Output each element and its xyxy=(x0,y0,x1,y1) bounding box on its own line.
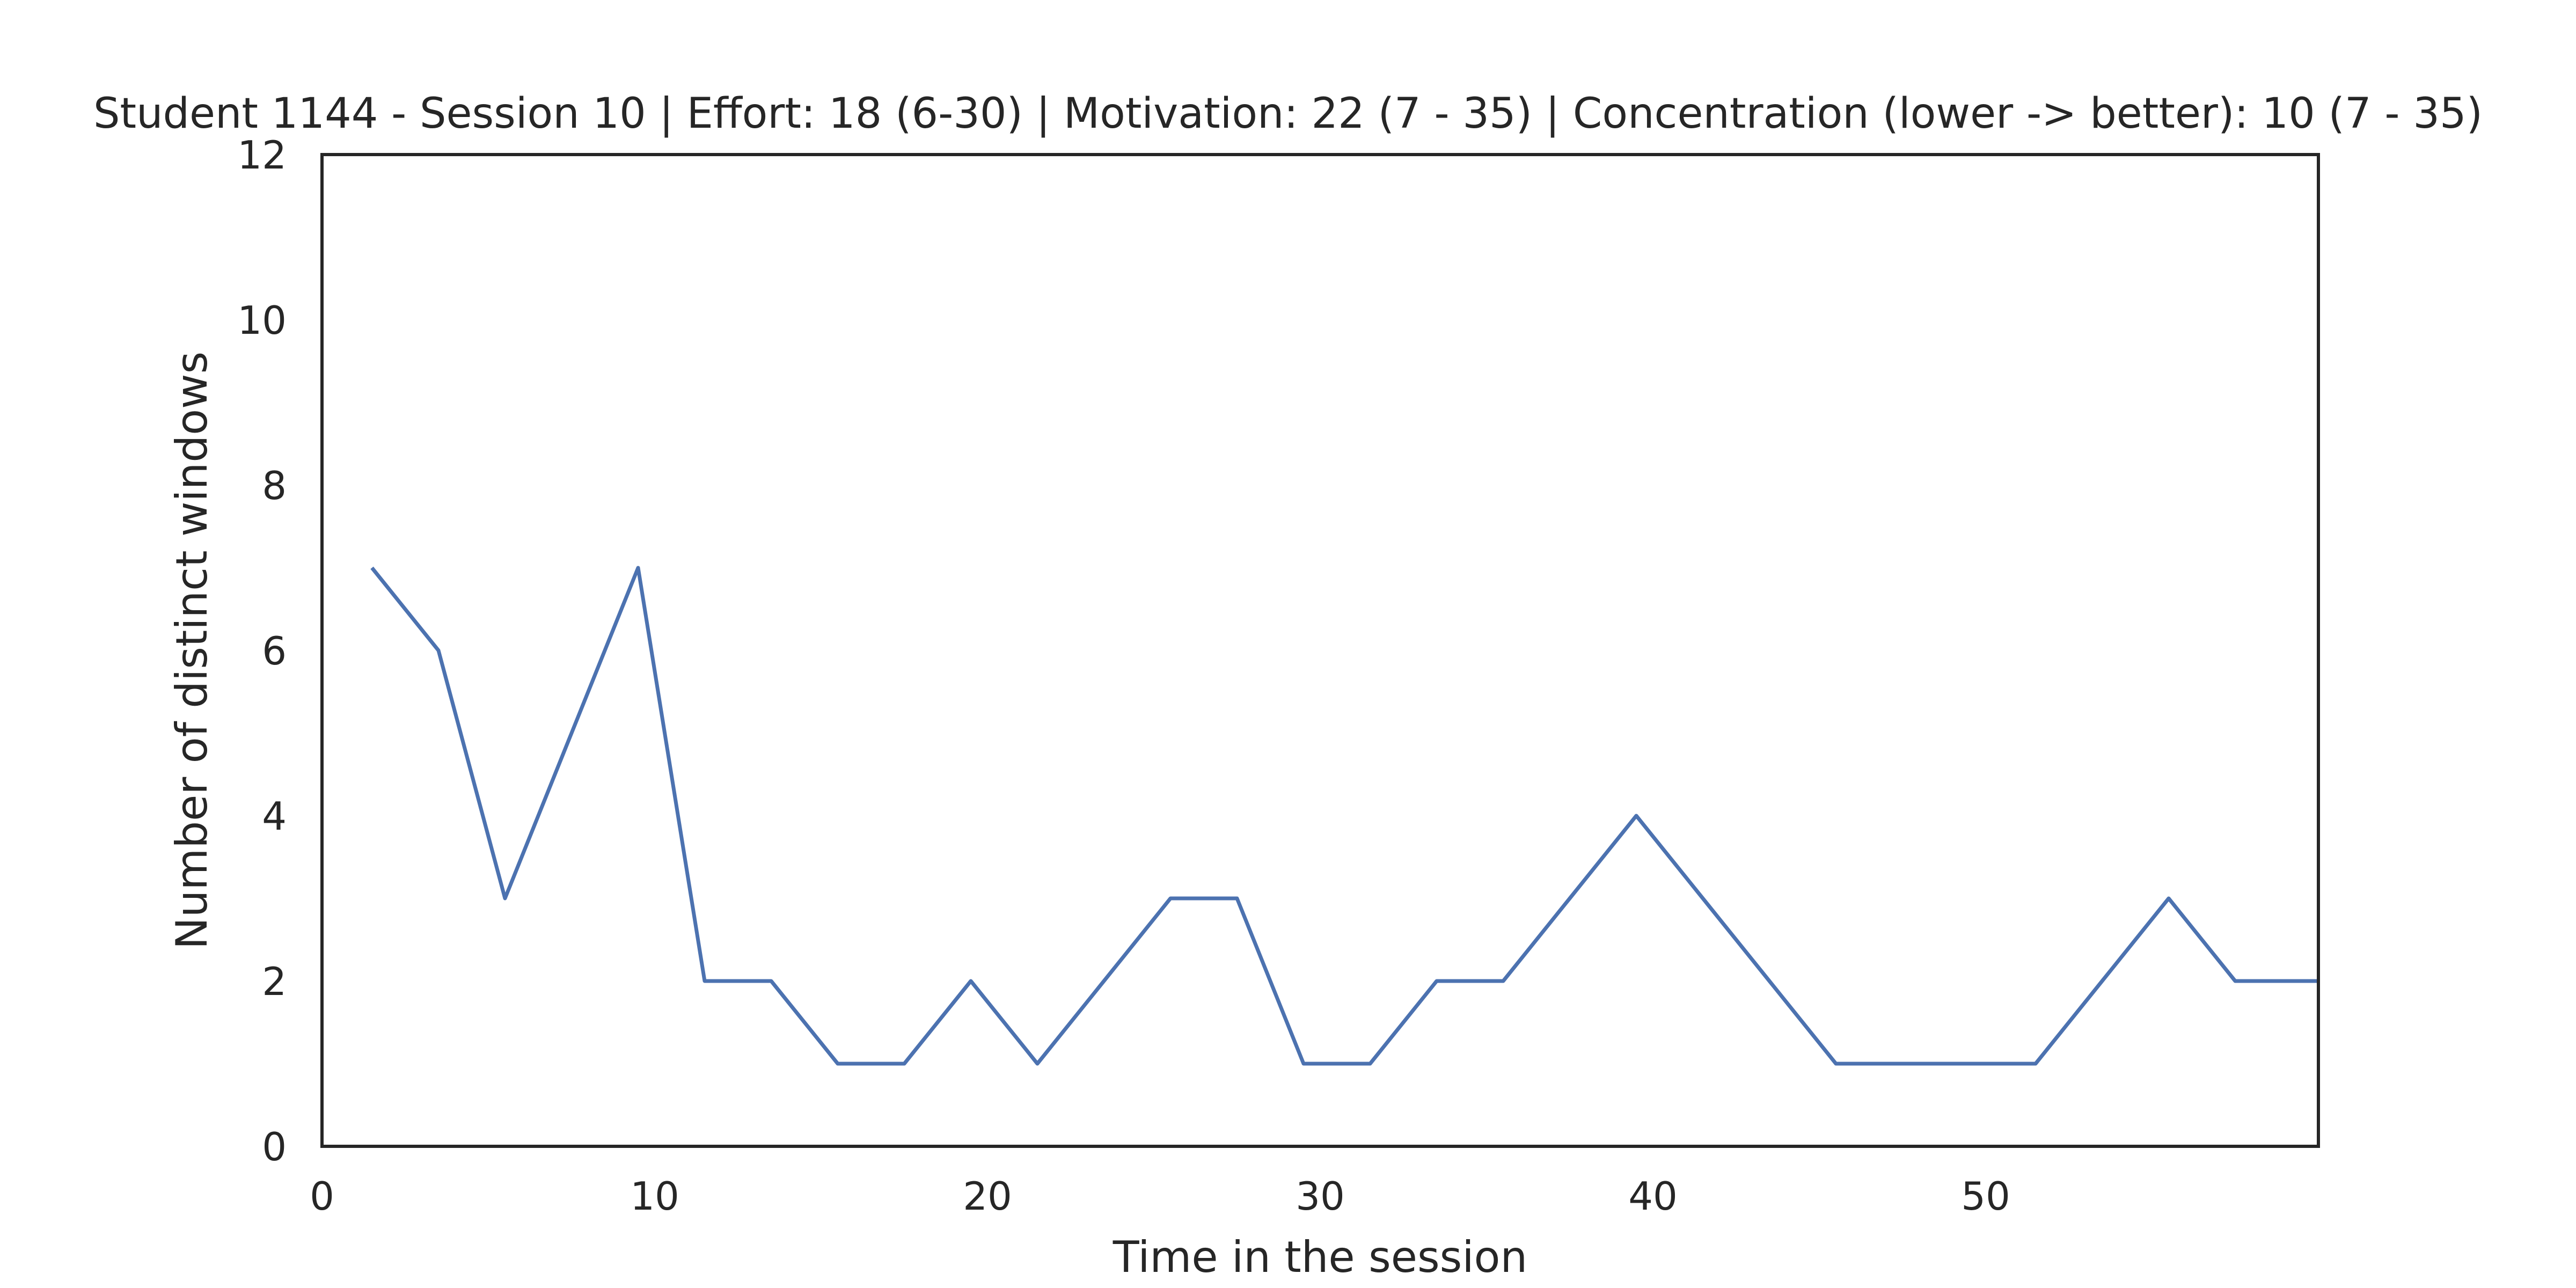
x-tick-label: 30 xyxy=(1296,1174,1345,1219)
y-tick-label: 12 xyxy=(237,133,287,178)
x-tick-label: 50 xyxy=(1961,1174,2010,1219)
y-tick-label: 8 xyxy=(262,463,287,508)
y-tick-label: 0 xyxy=(262,1124,287,1169)
y-tick-label: 10 xyxy=(237,298,287,343)
x-axis-ticks: 0 10 20 30 40 50 xyxy=(310,1174,2010,1219)
plot-frame xyxy=(320,153,2320,1148)
plot-area xyxy=(370,566,2318,1066)
y-axis-label: Number of distinct windows xyxy=(167,352,217,949)
y-axis-ticks: 0 2 4 6 8 10 12 xyxy=(237,133,287,1169)
x-tick-label: 20 xyxy=(963,1174,1012,1219)
y-tick-label: 6 xyxy=(262,628,287,674)
y-tick-label: 4 xyxy=(262,794,287,839)
x-tick-label: 10 xyxy=(630,1174,679,1219)
chart-title: Student 1144 - Session 10 | Effort: 18 (… xyxy=(93,90,2483,138)
x-tick-label: 0 xyxy=(310,1174,334,1219)
x-tick-label: 40 xyxy=(1628,1174,1678,1219)
y-tick-label: 2 xyxy=(262,959,287,1004)
x-axis-label: Time in the session xyxy=(1113,1232,1527,1282)
series-line-0 xyxy=(370,566,2318,1066)
